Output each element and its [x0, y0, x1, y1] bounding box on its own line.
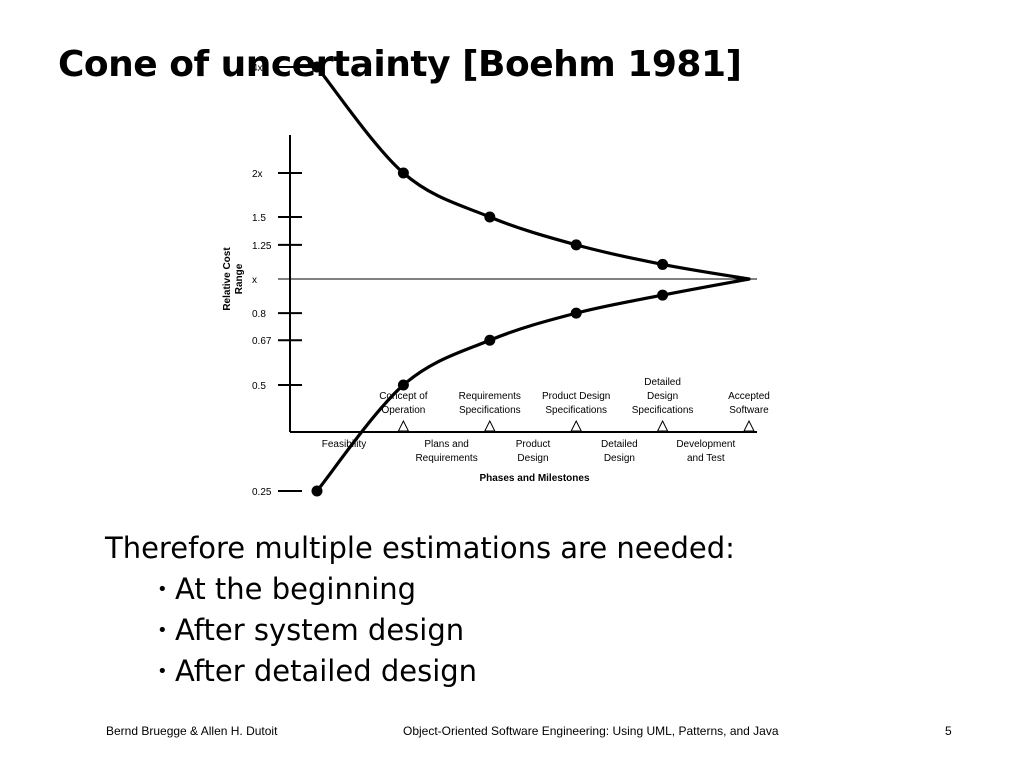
lower-bound-point: [397, 379, 409, 391]
milestone-marker: [397, 419, 410, 432]
y-tick-label: 0.25: [252, 487, 272, 498]
y-tick-label: 0.8: [252, 309, 266, 320]
upper-bound-point: [570, 239, 582, 251]
upper-bound-point: [657, 258, 669, 270]
milestone-marker: [483, 419, 496, 432]
phase-label: Feasibility: [322, 439, 366, 450]
bullet-item: At the beginning: [157, 569, 735, 610]
phase-label: and Test: [687, 453, 725, 464]
lower-bound-point: [311, 485, 323, 497]
phase-label: Design: [517, 453, 548, 464]
upper-bound-line: [315, 65, 751, 281]
phase-label: Requirements: [415, 453, 477, 464]
y-tick-label: 0.67: [252, 336, 272, 347]
phase-label: Design: [604, 453, 635, 464]
body-intro: Therefore multiple estimations are neede…: [105, 531, 735, 565]
bullet-item: After detailed design: [157, 651, 735, 692]
upper-bound-point: [397, 167, 409, 179]
lower-bound-point: [570, 307, 582, 319]
milestone-marker: [570, 419, 583, 432]
milestone-marker: [656, 419, 669, 432]
y-tick-label: x: [252, 275, 257, 286]
x-axis-label: Phases and Milestones: [479, 473, 589, 484]
y-axis-label: Range: [234, 263, 245, 294]
phase-label: Product: [516, 439, 551, 450]
y-tick-label: 1.5: [252, 213, 266, 224]
phase-label: Plans and: [424, 439, 468, 450]
milestone-label: Product Design: [542, 391, 610, 402]
y-tick-label: 2x: [252, 169, 263, 180]
milestone-label: Requirements: [459, 391, 521, 402]
phase-label: Detailed: [601, 439, 638, 450]
phase-label: Development: [676, 439, 735, 450]
y-tick-label: 4x: [252, 63, 263, 74]
footer-book-title: Object-Oriented Software Engineering: Us…: [403, 724, 779, 738]
cone-of-uncertainty-chart: 4x 2x 1.5 1.25 x 0.8 0.67 0.5 0.25 Relative Cost…: [222, 61, 770, 498]
bullet-list: At the beginning After system design Aft…: [105, 569, 735, 692]
upper-bound-point: [484, 211, 496, 223]
y-tick-label: 1.25: [252, 241, 272, 252]
milestone-label: Specifications: [459, 405, 521, 416]
lower-bound-point: [484, 334, 496, 346]
milestone-label: Concept of: [379, 391, 428, 402]
y-tick-label: 0.5: [252, 381, 266, 392]
milestone-marker: [743, 419, 755, 432]
milestone-label: Design: [647, 391, 678, 402]
milestone-label: Specifications: [545, 405, 607, 416]
milestone-label: Operation: [381, 405, 425, 416]
milestone-label: Specifications: [632, 405, 694, 416]
body-text: Therefore multiple estimations are neede…: [105, 528, 735, 692]
upper-bound-point: [311, 61, 323, 73]
lower-bound-point: [657, 289, 669, 301]
lower-bound-line: [315, 277, 751, 493]
y-axis-label: Relative Cost: [222, 247, 233, 311]
footer-authors: Bernd Bruegge & Allen H. Dutoit: [106, 724, 278, 738]
milestone-label: Software: [729, 405, 769, 416]
milestone-label: Detailed: [644, 377, 681, 388]
milestone-label: Accepted: [728, 391, 770, 402]
page-number: 5: [945, 724, 952, 738]
bullet-item: After system design: [157, 610, 735, 651]
slide-title: Cone of uncertainty [Boehm 1981]: [58, 44, 742, 85]
